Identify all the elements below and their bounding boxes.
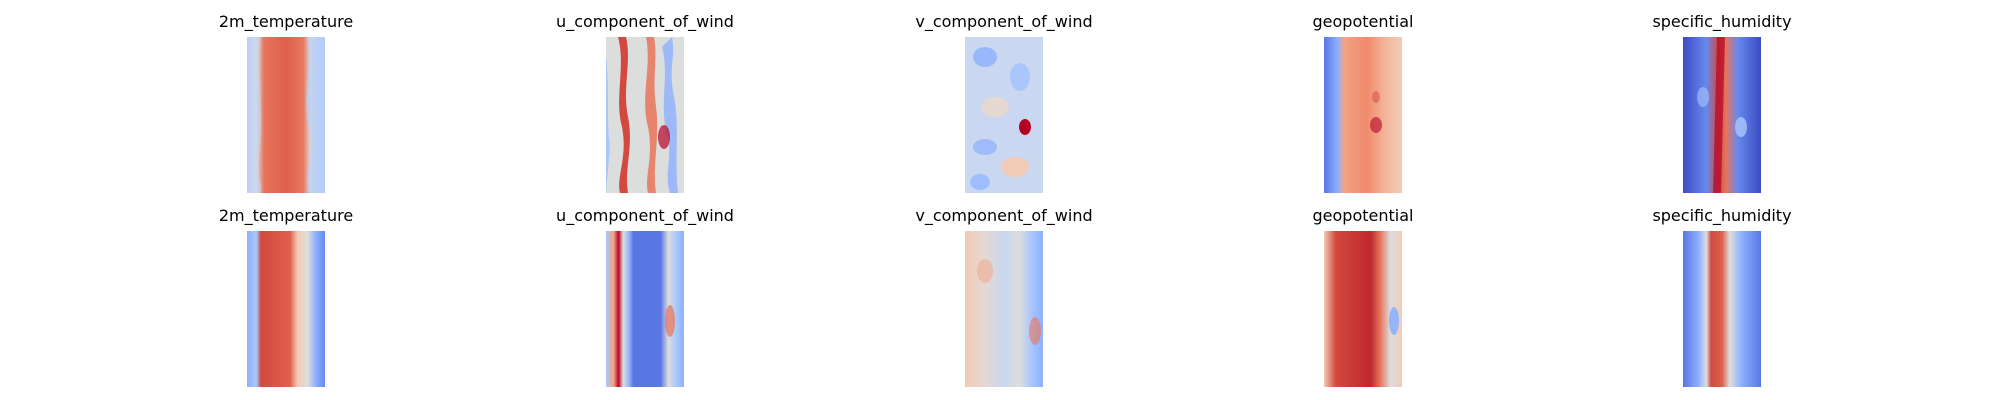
panel-title-r2-c4: geopotential (1312, 206, 1414, 225)
panel-title-r1-c5: specific_humidity (1652, 12, 1792, 31)
panel-title-r2-c3: v_component_of_wind (915, 206, 1093, 225)
heatmap-u-component-of-wind-row2 (606, 231, 684, 387)
heatmap-specific-humidity-row1 (1683, 37, 1761, 193)
heatmap-v-component-of-wind-row1 (965, 37, 1043, 193)
heatmap-2m-temperature-row2 (247, 231, 325, 387)
heatmap-geopotential-row1 (1324, 37, 1402, 193)
panel-title-r2-c5: specific_humidity (1652, 206, 1792, 225)
panel-title-r1-c4: geopotential (1312, 12, 1414, 31)
heatmap-specific-humidity-row2 (1683, 231, 1761, 387)
panel-title-r2-c2: u_component_of_wind (556, 206, 734, 225)
heatmap-u-component-of-wind-row1 (606, 37, 684, 193)
panel-title-r1-c1: 2m_temperature (218, 12, 354, 31)
panel-title-r1-c3: v_component_of_wind (915, 12, 1093, 31)
heatmap-2m-temperature-row1 (247, 37, 325, 193)
heatmap-geopotential-row2 (1324, 231, 1402, 387)
panel-title-r1-c2: u_component_of_wind (556, 12, 734, 31)
heatmap-v-component-of-wind-row2 (965, 231, 1043, 387)
panel-title-r2-c1: 2m_temperature (218, 206, 354, 225)
